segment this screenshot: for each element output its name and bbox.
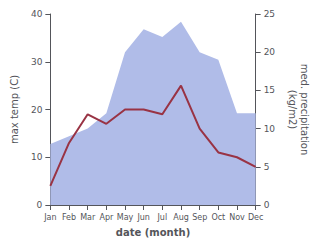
svg-text:Feb: Feb [62,213,76,222]
svg-text:10: 10 [31,152,43,162]
svg-text:Jan: Jan [43,213,56,222]
svg-text:Jun: Jun [136,213,150,222]
svg-text:0: 0 [37,200,43,210]
svg-text:med. precipitation: med. precipitation [299,64,310,156]
svg-text:Nov: Nov [229,213,245,222]
svg-text:Mar: Mar [80,213,96,222]
svg-text:May: May [117,213,134,222]
svg-text:max temp (C): max temp (C) [9,75,20,144]
svg-text:(kg/m2): (kg/m2) [287,90,298,130]
svg-text:Aug: Aug [173,213,189,222]
svg-text:5: 5 [264,162,270,172]
svg-text:Jul: Jul [157,213,168,222]
svg-text:Sep: Sep [192,213,207,222]
svg-text:30: 30 [31,57,43,67]
svg-text:15: 15 [264,85,275,95]
svg-text:date (month): date (month) [116,227,190,238]
svg-text:25: 25 [264,9,275,19]
svg-text:20: 20 [31,105,43,115]
svg-text:20: 20 [264,47,276,57]
svg-text:Apr: Apr [99,213,114,222]
svg-text:Oct: Oct [211,213,225,222]
svg-text:Dec: Dec [248,213,263,222]
svg-text:0: 0 [264,200,270,210]
svg-text:10: 10 [264,124,276,134]
svg-text:40: 40 [31,9,43,19]
